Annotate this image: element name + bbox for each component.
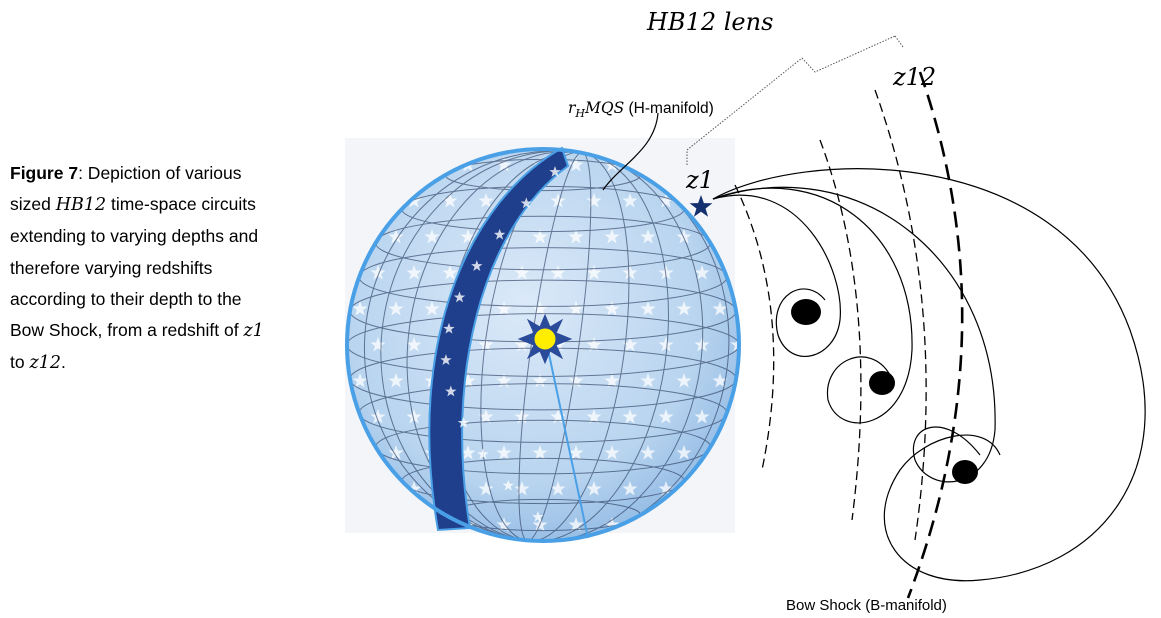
radius-line	[545, 339, 589, 539]
figure-label: Figure 7	[10, 163, 79, 183]
caption-z12: z12	[29, 353, 61, 374]
circuits	[712, 168, 1146, 582]
sphere-outline	[345, 147, 741, 543]
mass-3	[952, 460, 978, 484]
sun-icon	[517, 313, 573, 365]
caption-text-3: to	[10, 352, 30, 373]
h-manifold-label: rHMQS (H-manifold)	[568, 99, 714, 120]
mass-nodes	[791, 299, 978, 484]
lens-bracket	[686, 35, 904, 165]
mass-1	[791, 299, 821, 325]
caption-text-4: .	[60, 352, 66, 373]
bow-arc-2	[819, 139, 862, 521]
bow-shock-arcs	[734, 71, 964, 599]
manifold-symbol: r	[568, 99, 577, 117]
caption-text-2: time-space circuits extending to varying…	[10, 194, 259, 341]
circuit-3	[712, 186, 996, 483]
circuit-4	[712, 168, 1146, 582]
h-manifold-callout	[602, 112, 659, 191]
bow-shock-label: Bow Shock (B-manifold)	[786, 597, 947, 614]
figure-caption: Figure 7: Depiction of various sized HB1…	[10, 158, 280, 379]
latitude-line	[347, 313, 739, 377]
bow-arc-1	[734, 184, 775, 471]
caption-hb12: HB12	[55, 195, 107, 216]
caption-z1: z1	[243, 321, 264, 342]
bow-arc-3	[874, 89, 927, 541]
bow-arc-z12	[906, 71, 964, 599]
lens-label: HB12 lens	[646, 8, 773, 36]
caption-text-1: : Depiction of various sized	[10, 163, 242, 215]
circuit-1	[712, 194, 841, 357]
mass-2	[869, 371, 895, 395]
manifold-math: MQS	[584, 99, 624, 117]
h-manifold-band	[428, 146, 570, 532]
manifold-subscript: H	[574, 107, 585, 120]
circuit-2	[712, 187, 913, 424]
z12-label: z12	[892, 63, 936, 91]
manifold-text: (H-manifold)	[624, 100, 714, 117]
z1-label: z1	[685, 166, 714, 194]
